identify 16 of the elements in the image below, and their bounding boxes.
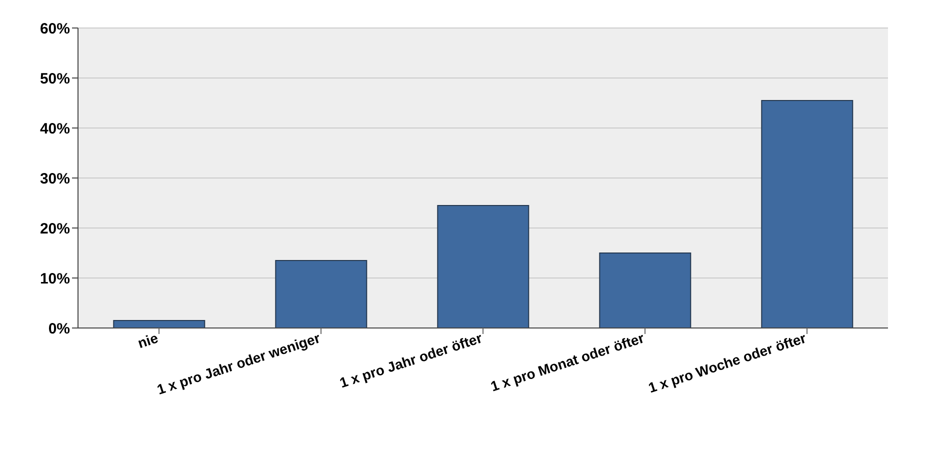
y-tick-label: 10% [40, 270, 70, 288]
x-tick-label: 1 x pro Woche oder öfter [646, 329, 808, 396]
y-tick-label: 30% [40, 170, 70, 188]
bar [275, 260, 368, 328]
bar [761, 100, 854, 328]
y-tick-label: 40% [40, 120, 70, 138]
x-tick-label: nie [136, 330, 160, 352]
x-tick-label: 1 x pro Jahr oder öfter [338, 329, 484, 391]
y-tick-label: 0% [48, 320, 70, 338]
x-tick-label: 1 x pro Monat oder öfter [488, 329, 646, 394]
y-tick-label: 60% [40, 20, 70, 38]
bar [113, 320, 206, 328]
bar [437, 205, 530, 328]
y-tick-label: 50% [40, 70, 70, 88]
y-tick-label: 20% [40, 220, 70, 238]
bar [599, 252, 692, 328]
